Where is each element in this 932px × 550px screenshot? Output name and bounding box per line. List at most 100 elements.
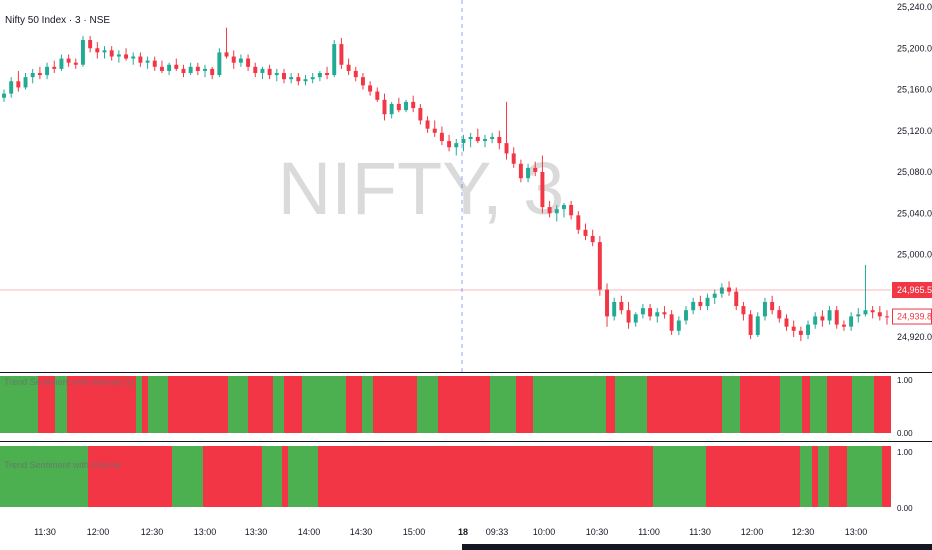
candle-body <box>798 330 803 335</box>
price-axis[interactable]: 25,240.00 25,200.00 25,160.00 25,120.00 25,0… <box>892 2 932 342</box>
candle-body <box>217 52 222 76</box>
candle-body <box>762 301 767 317</box>
last-price-label: 24,965.55 <box>897 285 932 295</box>
candle-body <box>856 314 861 317</box>
candle <box>511 147 516 168</box>
candle <box>439 126 444 146</box>
candle-body <box>188 66 193 73</box>
candle-body <box>116 54 121 57</box>
price-tick-label: 25,000.00 <box>897 250 932 260</box>
candle <box>518 159 523 183</box>
time-tick-label: 13:00 <box>194 527 217 537</box>
sentiment-segment <box>0 376 38 433</box>
price-tick-label: 25,240.00 <box>897 2 932 12</box>
candle-body <box>605 289 609 317</box>
candle <box>404 99 408 113</box>
candle-body <box>820 316 825 321</box>
candle <box>432 120 437 137</box>
candle-body <box>396 103 401 111</box>
sentiment-segment <box>780 376 802 433</box>
candle <box>346 58 351 76</box>
candle <box>583 223 588 241</box>
sentiment-segment <box>847 446 882 507</box>
candle-body <box>633 314 638 323</box>
time-tick-label: 10:30 <box>586 527 609 537</box>
sentiment-segment <box>362 376 373 433</box>
candle-body <box>877 312 882 317</box>
candle <box>447 134 452 152</box>
candle <box>73 58 78 69</box>
candle <box>497 130 502 150</box>
candle-body <box>483 139 487 142</box>
candle-body <box>849 316 854 327</box>
sentiment-segment <box>55 376 67 433</box>
candle <box>332 40 337 78</box>
time-axis[interactable]: 11:30 12:00 12:30 13:00 13:30 14:00 14:30 15:00… <box>34 527 867 537</box>
main-price-pane[interactable]: NIFTY, 3 Nifty 50 Index · 3 · NSE <box>0 0 891 372</box>
candle-body <box>181 68 186 73</box>
candle-body <box>576 215 581 230</box>
candle-body <box>353 70 358 78</box>
candle <box>2 89 6 102</box>
candle-body <box>310 77 315 80</box>
candle <box>468 132 473 148</box>
sentiment-segment <box>852 376 874 433</box>
candle <box>561 202 566 218</box>
time-tick-label: 11:30 <box>689 527 711 537</box>
indicator-pane-2[interactable] <box>0 446 891 507</box>
candle <box>526 163 531 183</box>
candle <box>52 60 57 73</box>
sentiment-segment <box>282 446 288 507</box>
sentiment-segment <box>722 376 740 433</box>
sentiment-segment <box>516 376 533 433</box>
candle <box>45 62 50 80</box>
price-tick-label: 25,200.00 <box>897 43 932 53</box>
candle <box>813 312 818 329</box>
indicator-2-title[interactable]: Trend Sentiment with Interval <box>4 460 121 470</box>
candle <box>856 308 861 323</box>
sentiment-segment <box>302 376 346 433</box>
sentiment-segment <box>172 446 203 507</box>
candle <box>554 205 559 222</box>
candle <box>762 297 767 321</box>
candle <box>375 87 380 102</box>
sentiment-segment <box>490 376 516 433</box>
indicator-2-scale-bottom: 0.00 <box>897 504 913 513</box>
candle <box>66 54 71 67</box>
time-tick-label: 09:33 <box>486 527 509 537</box>
symbol-title[interactable]: Nifty 50 Index · 3 · NSE <box>5 15 110 26</box>
candle <box>246 54 251 71</box>
candle-body <box>346 64 351 71</box>
candle <box>619 295 624 315</box>
candle-body <box>432 128 437 133</box>
candle <box>418 103 423 125</box>
candle <box>195 62 200 76</box>
candle-body <box>167 64 172 71</box>
candle-body <box>827 310 832 321</box>
sentiment-segment <box>615 376 647 433</box>
time-tick-label: 12:30 <box>141 527 164 537</box>
candle-body <box>511 153 516 164</box>
candle-body <box>583 229 588 236</box>
scroll-to-realtime-bar[interactable] <box>462 544 932 550</box>
candle <box>684 306 688 325</box>
sentiment-segment <box>346 376 362 433</box>
indicator-1-title[interactable]: Trend Sentiment with Interval (1) <box>4 377 134 387</box>
candle-body <box>698 301 703 307</box>
candle <box>648 304 653 321</box>
candle <box>317 70 322 82</box>
sentiment-segment <box>148 376 168 433</box>
current-price-label: 24,939.85 <box>897 312 932 322</box>
candle <box>676 316 681 335</box>
candle <box>159 60 164 73</box>
time-tick-label: 14:00 <box>298 527 321 537</box>
sentiment-segment <box>882 446 891 507</box>
candle-body <box>885 316 889 318</box>
candle <box>504 101 509 160</box>
candle <box>569 200 574 220</box>
indicator-pane-1[interactable] <box>0 376 891 433</box>
candle-body <box>784 318 789 327</box>
candle <box>23 73 28 90</box>
sentiment-segment <box>318 446 653 507</box>
